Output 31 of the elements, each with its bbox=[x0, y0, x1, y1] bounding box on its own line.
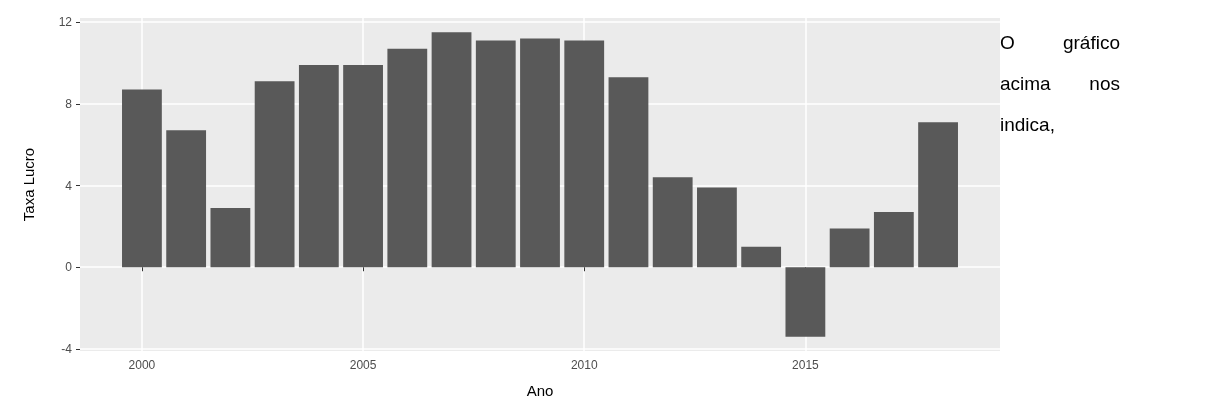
bar bbox=[918, 122, 958, 268]
bar bbox=[343, 64, 383, 268]
bar bbox=[475, 40, 516, 268]
y-tick-label: 8 bbox=[65, 96, 73, 111]
bar bbox=[697, 187, 737, 268]
bar bbox=[431, 32, 472, 268]
x-tick-label: 2005 bbox=[349, 358, 377, 372]
bar bbox=[166, 130, 207, 268]
bar bbox=[387, 48, 428, 268]
bar bbox=[298, 64, 339, 268]
bar bbox=[608, 77, 649, 268]
bar bbox=[785, 267, 826, 337]
y-tick-label: 0 bbox=[65, 260, 73, 275]
bar bbox=[564, 40, 605, 268]
x-tick-label: 2010 bbox=[570, 358, 598, 372]
annotation: O gráfico acima nos indica, bbox=[1000, 31, 1120, 137]
bar bbox=[829, 228, 870, 268]
bar bbox=[741, 246, 782, 268]
bar bbox=[122, 89, 162, 268]
bar bbox=[873, 212, 914, 268]
x-tick-label: 2015 bbox=[792, 358, 820, 372]
bar bbox=[652, 177, 693, 268]
x-axis-title: Ano bbox=[526, 382, 554, 399]
x-tick-label: 2000 bbox=[128, 358, 156, 372]
bar bbox=[254, 81, 295, 268]
y-axis-title: Taxa Lucro bbox=[20, 147, 37, 222]
bar bbox=[520, 38, 560, 268]
y-tick-label: -4 bbox=[61, 341, 73, 356]
y-tick-label: 4 bbox=[65, 178, 73, 193]
y-tick-label: 12 bbox=[58, 15, 73, 30]
bar bbox=[210, 207, 251, 268]
